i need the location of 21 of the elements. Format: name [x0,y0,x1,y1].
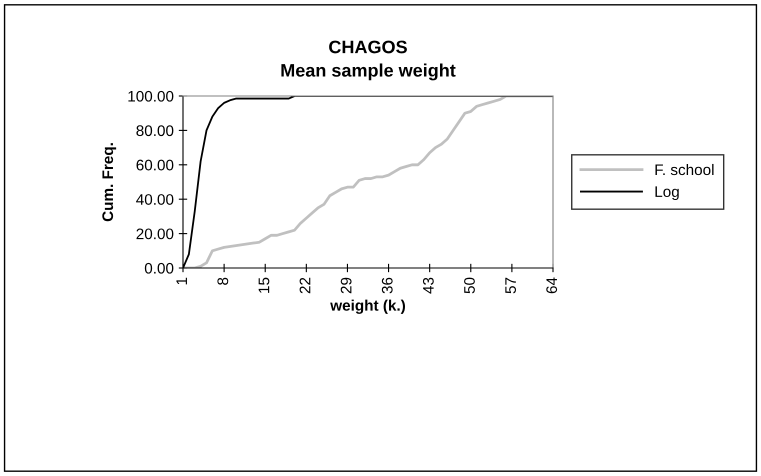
y-tick-label: 20.00 [136,228,174,240]
x-axis-title: weight (k.) [330,300,406,314]
x-tick-label: 15 [258,278,270,293]
x-tick-label: 22 [300,278,310,294]
y-tick-label: 80.00 [136,125,174,136]
x-tick-label: 57 [505,278,516,294]
y-tick-label: 0.00 [144,262,174,274]
legend-label: F. school [655,164,714,176]
y-axis-title: Cum. Freq. [102,143,116,222]
chart-title: CHAGOS Mean sample weight [281,40,456,80]
x-tick-label: 29 [340,278,352,294]
y-tick-label: 60.00 [136,160,174,170]
x-tick-label: 43 [422,278,434,294]
y-tick-label: 40.00 [136,194,174,205]
x-tick-label: 64 [546,277,558,294]
y-tick-label: 100.00 [128,90,174,102]
x-tick-label: 50 [464,278,475,294]
x-tick-label: 8 [217,278,228,285]
x-tick-label: 1 [176,278,187,284]
legend-label: Log [655,186,679,200]
x-tick-label: 36 [382,278,393,294]
